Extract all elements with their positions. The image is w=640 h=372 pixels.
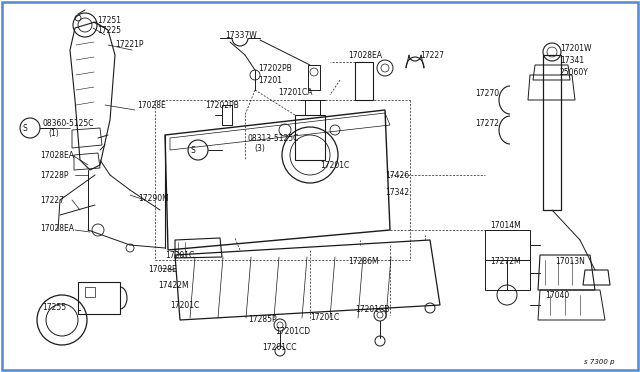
Text: 17422M: 17422M — [158, 280, 189, 289]
Text: 17285P: 17285P — [248, 315, 276, 324]
Text: 08313-5125C: 08313-5125C — [248, 134, 300, 142]
Text: 17221P: 17221P — [115, 39, 143, 48]
Text: 17201CC: 17201CC — [262, 343, 296, 353]
Text: 17028EA: 17028EA — [40, 224, 74, 232]
Text: 17028E: 17028E — [148, 266, 177, 275]
Bar — [85, 287, 95, 297]
Text: 17201CD: 17201CD — [275, 327, 310, 337]
Text: 17013N: 17013N — [555, 257, 585, 266]
Text: 17337W: 17337W — [225, 31, 257, 39]
Text: 17251: 17251 — [97, 16, 121, 25]
Bar — [355, 62, 373, 100]
Text: 17272: 17272 — [475, 119, 499, 128]
Text: (1): (1) — [48, 128, 59, 138]
Text: s 7300 p: s 7300 p — [584, 359, 615, 365]
Text: 17201C: 17201C — [165, 250, 195, 260]
Text: 17225: 17225 — [97, 26, 121, 35]
Text: S: S — [22, 124, 28, 132]
Text: 17341: 17341 — [560, 55, 584, 64]
Text: (3): (3) — [254, 144, 265, 153]
Bar — [308, 65, 320, 90]
Text: 17201CA: 17201CA — [278, 87, 312, 96]
Text: 17290M: 17290M — [138, 193, 169, 202]
Text: 17028EA: 17028EA — [348, 51, 382, 60]
Text: 17270: 17270 — [475, 89, 499, 97]
Text: 17272M: 17272M — [490, 257, 520, 266]
Text: S: S — [191, 145, 195, 154]
Bar — [295, 115, 325, 160]
Text: 17014M: 17014M — [490, 221, 521, 230]
Text: 17201W: 17201W — [560, 44, 591, 52]
Text: 17228P: 17228P — [40, 170, 68, 180]
Text: 17202PB: 17202PB — [205, 100, 239, 109]
Text: 17201C: 17201C — [170, 301, 199, 310]
Text: 17426: 17426 — [385, 170, 409, 180]
Text: 08360-5125C: 08360-5125C — [42, 119, 93, 128]
Text: 17255: 17255 — [42, 304, 66, 312]
Text: 17286M: 17286M — [348, 257, 379, 266]
Text: 17201: 17201 — [258, 76, 282, 84]
Text: 17040: 17040 — [545, 291, 569, 299]
Text: 25060Y: 25060Y — [560, 67, 589, 77]
Text: 17201CB: 17201CB — [355, 305, 389, 314]
Text: 17227: 17227 — [420, 51, 444, 60]
Text: 17201C: 17201C — [310, 314, 339, 323]
Bar — [78, 282, 120, 314]
Text: 17028E: 17028E — [137, 100, 166, 109]
Text: 17227: 17227 — [40, 196, 64, 205]
Text: 17028EA: 17028EA — [40, 151, 74, 160]
Text: 17201C: 17201C — [320, 160, 349, 170]
Bar — [222, 105, 232, 125]
Bar — [543, 55, 561, 210]
Text: 17342: 17342 — [385, 187, 409, 196]
Text: 17202PB: 17202PB — [258, 64, 292, 73]
